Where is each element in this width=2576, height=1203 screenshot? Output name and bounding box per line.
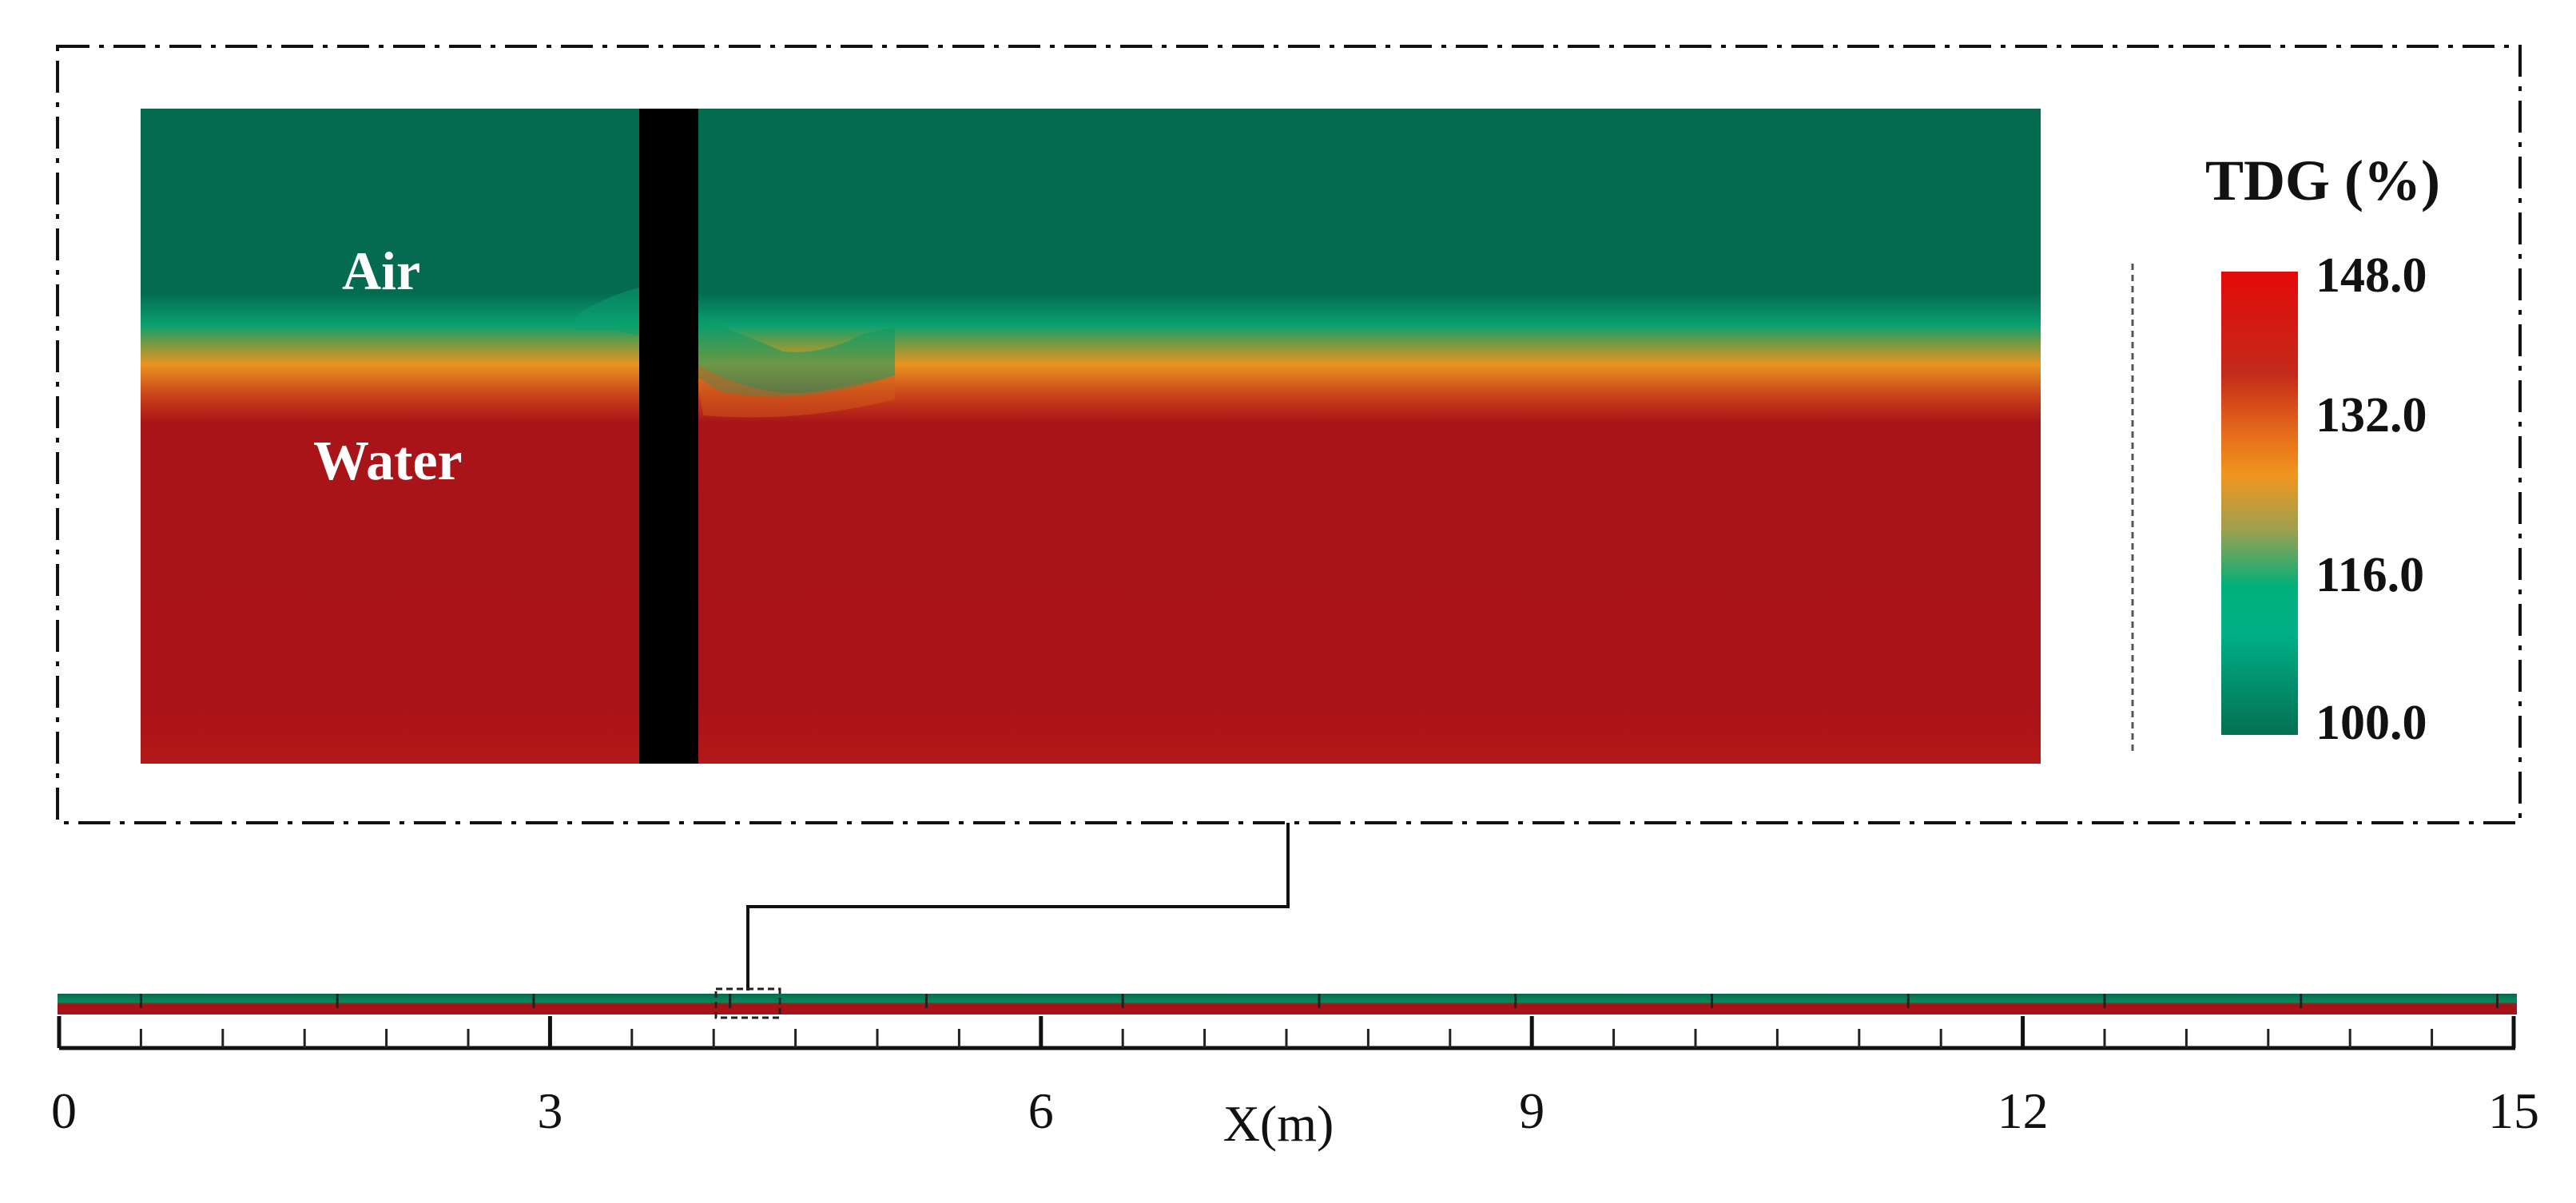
axis-tick-label: 6 (1028, 1082, 1054, 1139)
zoom-frame (56, 45, 2522, 824)
colorbar-tick-132: 132.0 (2316, 388, 2427, 443)
axis-tick-label: 15 (2488, 1082, 2539, 1139)
colorbar-title: TDG (%) (2205, 149, 2440, 212)
tdg-field (141, 109, 2041, 764)
colorbar-tick-116: 116.0 (2316, 548, 2424, 602)
zoom-region-box (714, 987, 781, 1019)
air-label: Air (342, 240, 420, 301)
axis-tick-label: 0 (51, 1082, 77, 1139)
overview-strip (58, 987, 2517, 1019)
axis-tick-label: 9 (1519, 1082, 1544, 1139)
colorbar-tick-148: 148.0 (2316, 248, 2427, 303)
strip-ticks (139, 994, 2499, 1008)
colorbar-tick-100: 100.0 (2316, 696, 2427, 750)
colorbar: TDG (%) 148.0 132.0 116.0 100.0 (2205, 149, 2440, 750)
axis-tick-label: 3 (537, 1082, 563, 1139)
overview-axis: 0 3 6 9 12 15 X(m) (51, 1016, 2539, 1152)
colorbar-scale (2221, 272, 2298, 735)
axis-tick-label: 12 (1998, 1082, 2049, 1139)
axis-label: X(m) (1223, 1095, 1334, 1152)
water-label: Water (313, 431, 463, 492)
zoom-connector (746, 823, 1290, 991)
obstacle-plate (639, 109, 698, 764)
